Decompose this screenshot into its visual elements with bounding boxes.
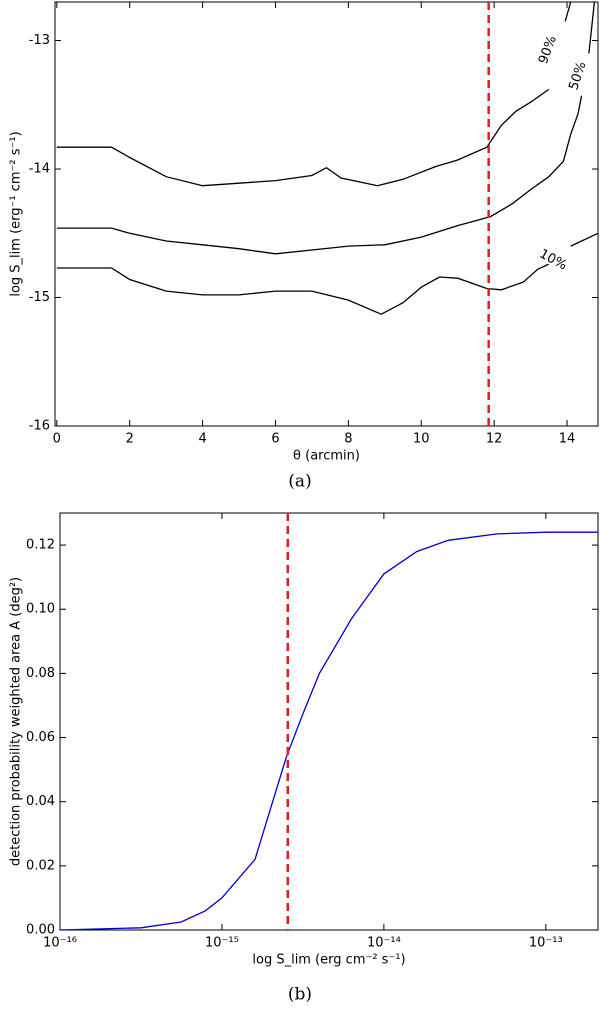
- x-tick-label: 10⁻¹⁴: [367, 936, 401, 951]
- y-tick-label: 0.10: [26, 602, 55, 617]
- x-axis-label: θ (arcmin): [293, 449, 360, 464]
- x-tick-label: 12: [486, 432, 503, 447]
- caption: (b): [288, 985, 312, 1005]
- y-axis-label: log S_lim (erg⁻¹ cm⁻² s⁻¹): [9, 131, 24, 296]
- x-tick-label: 6: [271, 432, 279, 447]
- x-tick-label: 10⁻¹⁶: [43, 936, 77, 951]
- y-tick-label: -14: [29, 162, 50, 177]
- x-tick-label: 4: [198, 432, 206, 447]
- curve: [56, 232, 599, 315]
- x-tick-label: 10⁻¹³: [529, 936, 563, 951]
- x-tick-label: 0: [53, 432, 61, 447]
- y-tick-label: 0.08: [26, 666, 55, 681]
- curve: [56, 1, 596, 255]
- curve: [56, 1, 572, 187]
- y-tick-label: -16: [29, 419, 50, 434]
- y-tick-label: 0.00: [26, 923, 55, 938]
- y-tick-label: 0.06: [26, 730, 55, 745]
- y-tick-label: 0.04: [26, 794, 55, 809]
- x-tick-label: 8: [344, 432, 352, 447]
- y-tick-label: 0.02: [26, 858, 55, 873]
- x-tick-label: 10: [413, 432, 430, 447]
- curve: [59, 531, 598, 931]
- x-tick-label: 14: [559, 432, 576, 447]
- plot-frame: [54, 1, 599, 427]
- x-tick-label: 10⁻¹⁵: [205, 936, 239, 951]
- y-tick-label: -15: [29, 290, 50, 305]
- x-tick-label: 2: [126, 432, 134, 447]
- x-axis-label: log S_lim (erg cm⁻² s⁻¹): [252, 953, 405, 968]
- y-axis-label: detection probability weighted area A (d…: [9, 577, 24, 866]
- contour-label: 50%: [566, 60, 589, 92]
- contour-label: 90%: [536, 34, 560, 66]
- contour-label: 10%: [537, 247, 570, 274]
- y-tick-label: -13: [29, 33, 50, 48]
- y-tick-label: 0.12: [26, 538, 55, 553]
- plot-frame: [59, 512, 599, 931]
- caption: (a): [288, 472, 311, 492]
